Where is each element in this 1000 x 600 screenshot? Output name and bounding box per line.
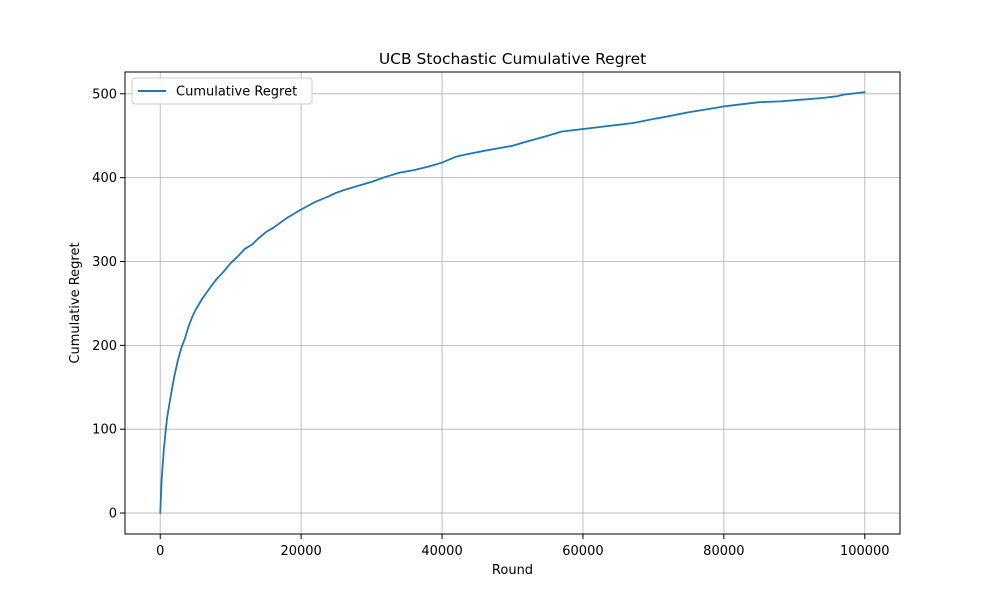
y-tick-label: 300 (92, 255, 117, 270)
x-tick-label: 0 (156, 544, 164, 559)
legend: Cumulative Regret (131, 77, 313, 105)
x-tick-label: 40000 (421, 544, 462, 559)
plot-area-frame (124, 71, 901, 535)
y-tick-label: 500 (92, 87, 117, 102)
y-tick-label: 100 (92, 423, 117, 438)
y-axis-ticks: 0 100 200 300 400 500 (92, 87, 125, 522)
x-axis-ticks: 0 20000 40000 60000 80000 100000 (156, 534, 890, 559)
x-tick-label: 60000 (562, 544, 603, 559)
series-layer (159, 91, 866, 514)
series-line-cumulative-regret (159, 91, 866, 514)
y-tick-label: 200 (92, 339, 117, 354)
chart-title: UCB Stochastic Cumulative Regret (379, 50, 646, 68)
legend-box (131, 77, 313, 105)
legend-label: Cumulative Regret (176, 85, 297, 100)
y-tick-label: 400 (92, 171, 117, 186)
grid-lines (125, 72, 900, 534)
y-tick-label: 0 (109, 507, 117, 522)
x-tick-label: 100000 (840, 544, 890, 559)
y-axis-label: Cumulative Regret (68, 242, 83, 363)
x-tick-label: 20000 (280, 544, 321, 559)
x-tick-label: 80000 (703, 544, 744, 559)
x-axis-label: Round (492, 563, 533, 578)
